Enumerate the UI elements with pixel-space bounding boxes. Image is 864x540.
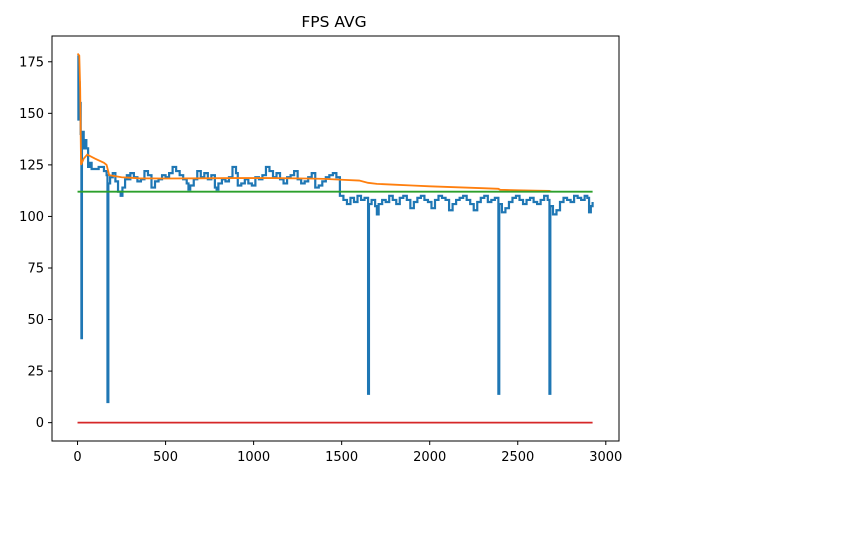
y-axis: 0 25 50 75 100 125 150 175 (19, 55, 52, 431)
x-tick-label: 2500 (501, 450, 534, 465)
y-tick-label: 0 (36, 416, 44, 431)
y-tick-label: 25 (27, 365, 44, 380)
y-tick-label: 50 (27, 313, 44, 328)
y-tick-label: 100 (19, 210, 44, 225)
x-tick-label: 1000 (237, 450, 270, 465)
x-tick-label: 3000 (589, 450, 622, 465)
series-line-1 (76, 52, 552, 193)
plot-frame (51, 35, 620, 442)
y-tick-label: 150 (19, 107, 44, 122)
series-line-0 (77, 54, 594, 404)
y-tick-label: 125 (19, 158, 44, 173)
x-tick-label: 500 (153, 450, 178, 465)
series-layer (76, 52, 594, 424)
chart-title: FPS AVG (301, 13, 366, 31)
x-tick-label: 1500 (325, 450, 358, 465)
x-tick-label: 0 (73, 450, 81, 465)
y-tick-label: 175 (19, 55, 44, 70)
x-axis: 0 500 1000 1500 2000 2500 3000 (73, 441, 622, 465)
y-tick-label: 75 (27, 261, 44, 276)
x-tick-label: 2000 (413, 450, 446, 465)
